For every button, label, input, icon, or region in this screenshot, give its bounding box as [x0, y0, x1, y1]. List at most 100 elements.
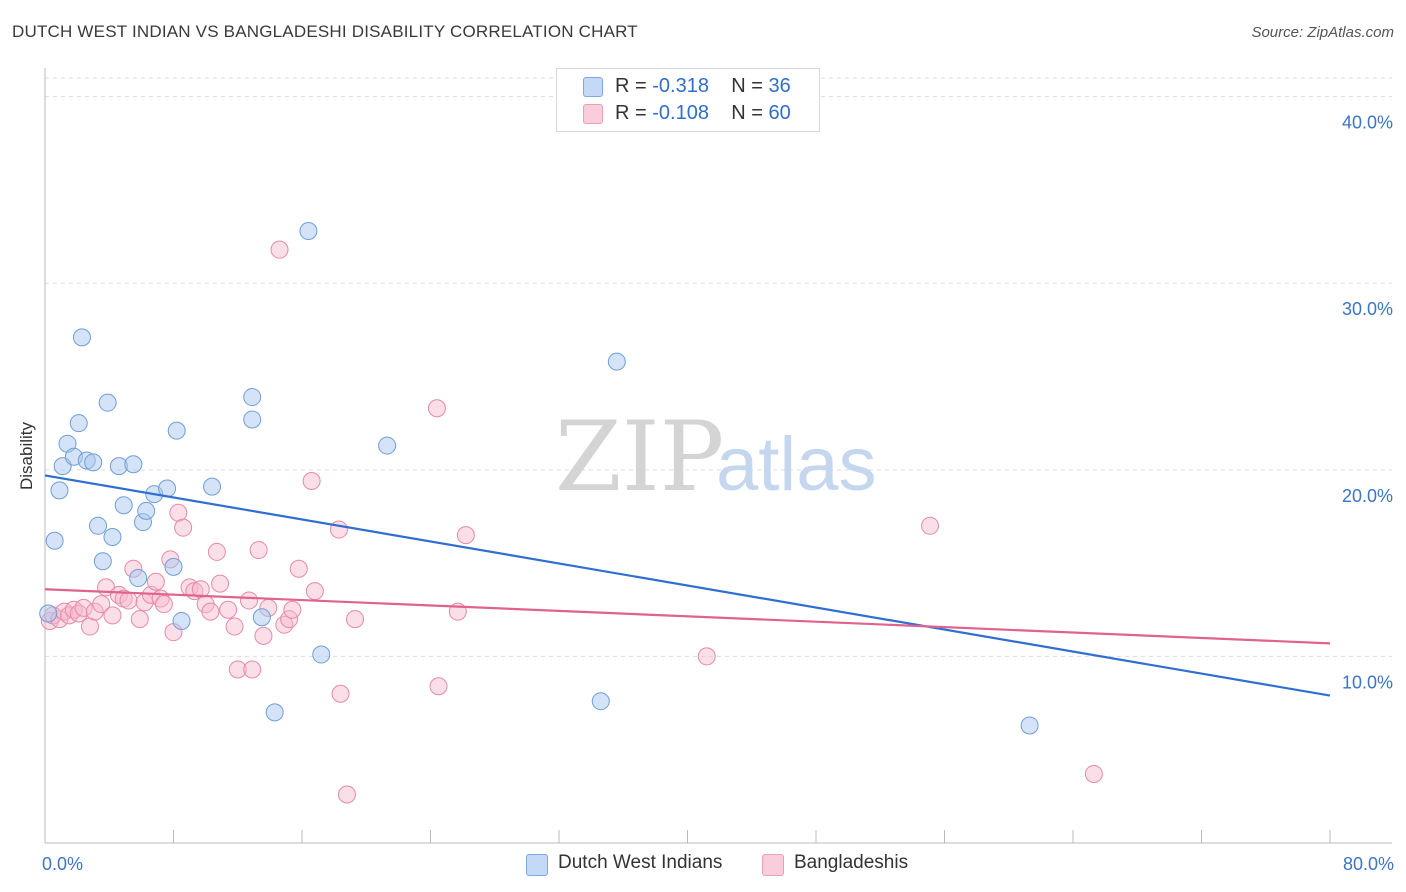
dutch-west-indian-point	[124, 455, 143, 474]
bangladeshi-point	[225, 617, 244, 636]
dutch-west-indian-point	[164, 557, 183, 576]
bangladeshi-point	[69, 604, 88, 623]
bangladeshi-point	[697, 647, 716, 666]
dutch-west-indian-point	[89, 516, 108, 535]
watermark-zip: ZIP	[555, 401, 724, 513]
dutch-west-indian-point	[72, 328, 91, 347]
dutch-west-indian-point	[312, 645, 331, 664]
bangladeshi-point	[243, 660, 262, 679]
y-tick-label: 20.0%	[1342, 486, 1393, 506]
dutch-west-indian-point	[172, 611, 191, 630]
legend-r-value: -0.318	[652, 75, 709, 97]
bangladeshi-point	[329, 520, 348, 539]
dutch-west-indian-point	[84, 453, 103, 472]
bangladeshi-points	[40, 240, 1103, 804]
bangladeshi-point	[1084, 764, 1103, 783]
series-name: Bangladeshis	[794, 852, 909, 873]
bangladeshi-point	[74, 598, 93, 617]
y-tick-label: 10.0%	[1342, 672, 1393, 692]
bangladeshi-point	[427, 399, 446, 418]
dutch-west-indian-point	[98, 393, 117, 412]
correlation-legend: R = -0.318 N = 36 R = -0.108 N = 60	[556, 68, 820, 132]
legend-r-label: R =	[615, 75, 647, 97]
bangladeshi-point	[280, 610, 299, 629]
y-tick-labels: 10.0% 20.0% 30.0% 40.0%	[1342, 113, 1393, 693]
bangladeshi-point	[331, 684, 350, 703]
bangladeshi-point	[219, 600, 238, 619]
bangladeshi-point	[80, 617, 99, 636]
bangladeshi-point	[337, 785, 356, 804]
bangladeshi-point	[302, 472, 321, 491]
bangladeshi-point	[254, 626, 273, 645]
bangladeshi-point	[92, 595, 111, 614]
series-name: Dutch West Indians	[558, 852, 723, 873]
series-swatch-pink	[762, 854, 784, 876]
dutch-west-indian-point	[265, 703, 284, 722]
chart-title: DUTCH WEST INDIAN VS BANGLADESHI DISABIL…	[12, 22, 638, 41]
bangladeshi-point	[154, 595, 173, 614]
bangladeshi-point	[228, 660, 247, 679]
bangladeshi-point	[456, 526, 475, 545]
bangladeshi-point	[103, 606, 122, 625]
legend-swatch-pink	[583, 104, 603, 124]
bangladeshi-point	[174, 518, 193, 537]
dutch-west-indian-point	[45, 531, 64, 550]
bangladeshi-point	[169, 503, 188, 522]
x-tick-label: 0.0%	[42, 854, 83, 874]
dutch-west-indian-point	[243, 410, 262, 429]
dutch-west-indian-point	[93, 552, 112, 571]
bangladeshi-point	[283, 600, 302, 619]
dutch-west-indian-point	[203, 477, 222, 496]
legend-n-value: 60	[768, 102, 791, 124]
dutch-west-indian-point	[1020, 716, 1039, 735]
series-swatch-blue	[526, 854, 548, 876]
legend-r-label: R =	[615, 102, 647, 124]
dutch-west-indian-point	[103, 528, 122, 546]
bangladeshi-point	[146, 572, 165, 591]
y-tick-label: 40.0%	[1342, 113, 1393, 133]
dutch-west-indian-point	[50, 481, 69, 500]
bangladeshi-trend-line	[44, 588, 1331, 645]
dutch-west-indian-point	[69, 414, 88, 433]
dutch-west-indian-point	[607, 352, 626, 371]
bangladeshi-point	[211, 574, 230, 593]
bangladeshi-point	[119, 591, 138, 610]
legend-n-label: N =	[731, 102, 763, 124]
bangladeshi-point	[207, 542, 226, 561]
bangladeshi-point	[239, 591, 258, 610]
bangladeshi-point	[249, 541, 268, 560]
dutch-west-indian-point	[378, 436, 397, 455]
x-tick-labels: 0.0% 80.0%	[42, 854, 1394, 874]
bangladeshi-point	[921, 516, 940, 535]
bangladeshi-point	[289, 559, 308, 578]
dutch-west-indian-point	[252, 608, 271, 627]
legend-n-label: N =	[731, 75, 763, 97]
source-credit: Source: ZipAtlas.com	[1251, 24, 1394, 41]
trend-lines	[44, 474, 1331, 697]
axes	[44, 68, 1392, 844]
bangladeshi-point	[346, 610, 365, 629]
dutch-west-indian-point	[129, 569, 148, 588]
dutch-west-indian-point	[39, 604, 58, 623]
bangladeshi-point	[130, 610, 149, 629]
dutch-west-indian-point	[243, 388, 262, 407]
bangladeshi-point	[201, 602, 220, 621]
bangladeshi-point	[109, 585, 128, 604]
legend-n-value: 36	[768, 75, 791, 97]
dutch-west-indian-points	[39, 222, 1039, 735]
dutch-west-indian-point	[114, 496, 133, 515]
bangladeshi-point	[270, 240, 289, 259]
y-tick-label: 30.0%	[1342, 299, 1393, 319]
legend-r-value: -0.108	[652, 102, 709, 124]
bangladeshi-point	[429, 677, 448, 696]
dutch-west-indian-point	[167, 421, 186, 440]
bangladeshi-point	[305, 582, 324, 601]
dutch-west-indian-point	[299, 222, 318, 240]
bangladeshi-point	[275, 615, 294, 634]
dutch-west-indian-point	[591, 692, 610, 711]
y-axis-label: Disability	[17, 421, 36, 490]
watermark-atlas: atlas	[716, 422, 877, 507]
bangladeshi-point	[85, 602, 104, 621]
x-tick-label: 80.0%	[1343, 854, 1394, 874]
